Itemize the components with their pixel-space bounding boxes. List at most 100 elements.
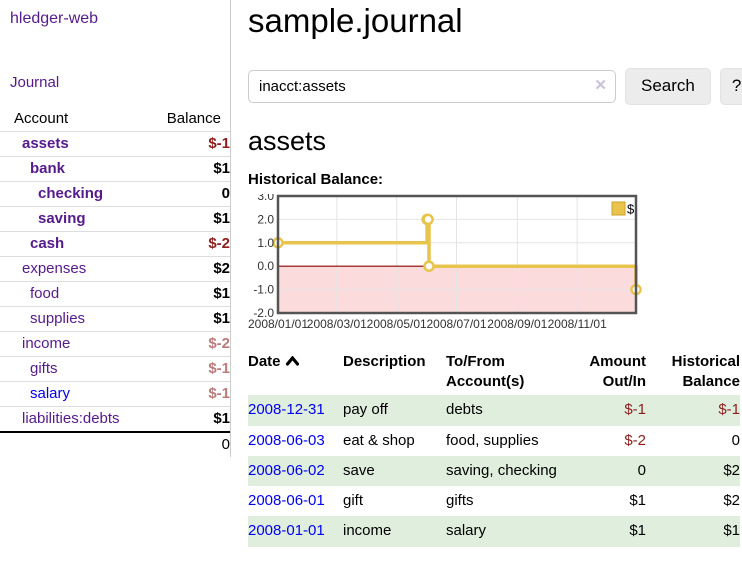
transaction-amount: $-2: [624, 431, 646, 449]
search-input[interactable]: [248, 69, 616, 103]
account-link-assets[interactable]: assets: [22, 135, 69, 152]
register-row[interactable]: 2008-06-03 eat & shop food, supplies $-2…: [248, 426, 740, 456]
register-row[interactable]: 2008-06-01 gift gifts $1 $2: [248, 486, 740, 516]
account-row: supplies $1: [0, 306, 230, 332]
account-link-cash[interactable]: cash: [30, 235, 65, 252]
clear-search-icon[interactable]: ✕: [594, 76, 607, 94]
account-link-saving[interactable]: saving: [38, 210, 86, 227]
account-link-food[interactable]: food: [30, 285, 60, 302]
transaction-description: pay off: [343, 401, 388, 419]
register-header-date[interactable]: Date: [248, 350, 343, 395]
search-bar: ✕ Search ?: [248, 67, 742, 105]
transaction-balance: 0: [731, 431, 740, 449]
account-row: liabilities:debts $1: [0, 406, 230, 433]
transaction-accounts: saving, checking: [446, 461, 557, 479]
sort-ascending-icon: [285, 352, 299, 372]
transaction-balance: $2: [723, 492, 740, 510]
sidebar-item-journal[interactable]: Journal: [10, 74, 60, 91]
account-balance: $1: [150, 206, 230, 232]
account-link-income[interactable]: income: [22, 335, 71, 352]
register-header-date-label: Date: [248, 353, 281, 371]
transaction-accounts: debts: [446, 401, 483, 419]
svg-text:2008/07/01: 2008/07/01: [426, 317, 486, 331]
transaction-description: save: [343, 461, 375, 479]
balance-chart: $3.0 2.0 1.0 0.0 -1.0 -2.0 2008/01/01 2008/03/0…: [248, 194, 742, 336]
account-row: bank $1: [0, 156, 230, 182]
svg-text:$: $: [627, 202, 635, 217]
transaction-amount: $-1: [624, 401, 646, 419]
transaction-date-link[interactable]: 2008-12-31: [248, 401, 325, 419]
page-title: sample.journal: [248, 2, 463, 39]
transaction-date-link[interactable]: 2008-06-02: [248, 461, 325, 479]
svg-text:3.0: 3.0: [257, 194, 274, 203]
account-row: saving $1: [0, 206, 230, 232]
account-row: food $1: [0, 281, 230, 307]
svg-text:2008/01/01: 2008/01/01: [248, 317, 308, 331]
account-link-supplies[interactable]: supplies: [30, 310, 86, 327]
transaction-balance: $2: [723, 461, 740, 479]
account-balance: $-2: [150, 231, 230, 257]
account-link-checking[interactable]: checking: [38, 185, 104, 202]
account-balance: $1: [150, 306, 230, 332]
account-row: income $-2: [0, 331, 230, 357]
transaction-description: gift: [343, 492, 364, 510]
account-balance: $1: [150, 156, 230, 182]
accounts-total-value: 0: [150, 431, 230, 457]
account-link-liabilities-debts[interactable]: liabilities:debts: [22, 410, 120, 427]
svg-text:-2.0: -2.0: [253, 306, 274, 320]
transaction-balance: $-1: [718, 401, 740, 419]
register-row[interactable]: 2008-06-02 save saving, checking 0 $2: [248, 455, 740, 487]
svg-text:2008/11/01: 2008/11/01: [548, 317, 607, 331]
main-content: sample.journal ✕ Search ? assets Histori…: [231, 0, 742, 547]
svg-text:2.0: 2.0: [257, 213, 274, 227]
register-header-amount: Amount Out/In: [589, 353, 646, 390]
account-link-gifts[interactable]: gifts: [30, 360, 58, 377]
sidebar: hledger-web Journal Account Balance asse…: [0, 0, 231, 457]
account-link-salary[interactable]: salary: [30, 385, 71, 402]
account-row: checking 0: [0, 181, 230, 207]
accounts-header-balance: Balance: [150, 107, 230, 132]
register-account-title: assets: [248, 125, 327, 156]
account-balance: $2: [150, 256, 230, 282]
search-button[interactable]: Search: [625, 67, 711, 105]
account-link-expenses[interactable]: expenses: [22, 260, 87, 277]
help-button[interactable]: ?: [719, 67, 742, 105]
accounts-header-row: Account Balance: [0, 107, 230, 132]
register-header-row: Date Description To/From Account(s) Amou…: [248, 350, 740, 395]
register-row[interactable]: 2008-12-31 pay off debts $-1 $-1: [248, 395, 740, 426]
svg-text:2008/03/01: 2008/03/01: [307, 317, 367, 331]
account-balance: $1: [150, 406, 230, 433]
transaction-accounts: salary: [446, 522, 487, 540]
transaction-date-link[interactable]: 2008-01-01: [248, 522, 325, 540]
register-row[interactable]: 2008-01-01 income salary $1 $1: [248, 516, 740, 547]
transaction-balance: $1: [723, 522, 740, 540]
svg-text:0.0: 0.0: [257, 260, 274, 274]
account-link-bank[interactable]: bank: [30, 160, 66, 177]
transaction-description: income: [343, 522, 392, 540]
accounts-total-row: 0: [0, 431, 230, 457]
account-row: assets $-1: [0, 131, 230, 157]
account-balance: 0: [150, 181, 230, 207]
transaction-accounts: gifts: [446, 492, 474, 510]
brand-link[interactable]: hledger-web: [10, 10, 99, 27]
account-balance: $1: [150, 281, 230, 307]
transaction-amount: 0: [637, 461, 646, 479]
accounts-table: Account Balance assets $-1 bank $1 check…: [0, 107, 230, 457]
chart-section-label: Historical Balance:: [248, 171, 384, 189]
register-table: Date Description To/From Account(s) Amou…: [248, 350, 740, 547]
svg-text:2008/09/01: 2008/09/01: [487, 317, 547, 331]
account-balance: $-1: [150, 356, 230, 382]
transaction-date-link[interactable]: 2008-06-01: [248, 492, 325, 510]
account-balance: $-2: [150, 331, 230, 357]
register-header-description: Description: [343, 353, 426, 371]
transaction-amount: $1: [629, 522, 646, 540]
balance-chart-svg: $3.0 2.0 1.0 0.0 -1.0 -2.02008/01/012008/03/0…: [248, 194, 642, 331]
transaction-amount: $1: [629, 492, 646, 510]
register-header-accounts: To/From Account(s): [446, 353, 525, 390]
transaction-date-link[interactable]: 2008-06-03: [248, 431, 325, 449]
account-balance: $-1: [150, 381, 230, 407]
transaction-accounts: food, supplies: [446, 431, 539, 449]
accounts-header-account: Account: [0, 107, 151, 132]
svg-text:-1.0: -1.0: [253, 283, 274, 297]
account-balance: $-1: [150, 131, 230, 157]
